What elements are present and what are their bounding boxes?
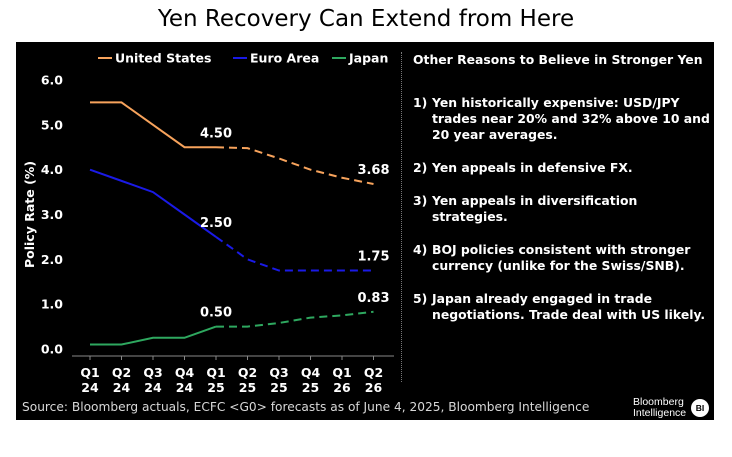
legend-label: United States <box>115 51 211 66</box>
x-tick-label-year: 24 <box>81 380 99 392</box>
panel-divider <box>401 52 402 382</box>
x-tick-label-quarter: Q3 <box>143 365 162 380</box>
x-tick-label-year: 25 <box>239 380 256 392</box>
x-tick-label-quarter: Q1 <box>332 365 351 380</box>
chart-panel: Policy Rate (%) 0.0 1.0 2.0 3.0 4.0 5.0 6.0 Q1 24… <box>16 42 714 420</box>
series-line-forecast <box>216 310 374 328</box>
source-note: Source: Bloomberg actuals, ECFC <G0> for… <box>22 400 590 414</box>
x-tick-label-quarter: Q4 <box>301 365 321 380</box>
y-tick-label: 6.0 <box>41 73 63 88</box>
reason-item: 5) Japan already engaged in trade negoti… <box>413 291 713 323</box>
reason-item: 2) Yen appeals in defensive FX. <box>413 160 713 176</box>
x-tick-label-year: 25 <box>270 380 287 392</box>
y-tick-label: 3.0 <box>41 207 63 222</box>
x-tick-label-year: 24 <box>144 380 162 392</box>
reason-text: Yen historically expensive: USD/JPY trad… <box>432 95 710 142</box>
x-tick-label-year: 25 <box>302 380 319 392</box>
y-tick-label: 0.0 <box>41 342 63 357</box>
x-tick-label-year: 24 <box>113 380 131 392</box>
legend-label: Euro Area <box>250 51 319 66</box>
x-tick-label-quarter: Q2 <box>364 365 383 380</box>
brand-logo: Bloomberg Intelligence <box>633 397 686 419</box>
brand-badge-icon: BI <box>691 399 709 417</box>
reason-text: Yen appeals in defensive FX. <box>432 160 633 175</box>
reason-number: 3) <box>413 193 428 208</box>
data-label: 3.68 <box>357 163 389 178</box>
data-label: 2.50 <box>200 216 232 231</box>
reasons-heading: Other Reasons to Believe in Stronger Yen <box>413 52 703 67</box>
reason-item: 1) Yen historically expensive: USD/JPY t… <box>413 95 713 143</box>
reasons-panel: Other Reasons to Believe in Stronger Yen… <box>413 52 713 340</box>
y-tick-label: 5.0 <box>41 117 63 132</box>
series-line-forecast <box>215 146 374 185</box>
series-line-actual <box>90 325 217 346</box>
policy-rate-chart: Policy Rate (%)0.01.02.03.04.05.06.0Q124… <box>22 51 394 392</box>
x-tick-label-quarter: Q1 <box>206 365 225 380</box>
data-label: 0.50 <box>200 306 232 321</box>
data-label: 0.83 <box>357 291 389 306</box>
x-tick-label-year: 26 <box>333 380 351 392</box>
y-tick-label: 2.0 <box>41 252 63 267</box>
x-tick-label-quarter: Q3 <box>269 365 288 380</box>
reason-number: 4) <box>413 242 428 257</box>
data-label: 1.75 <box>357 250 389 265</box>
reason-number: 5) <box>413 291 428 306</box>
y-tick-label: 4.0 <box>41 162 63 177</box>
data-label: 4.50 <box>200 126 232 141</box>
x-tick-label-year: 26 <box>365 380 383 392</box>
series-line-forecast <box>215 236 374 272</box>
x-tick-label-quarter: Q2 <box>238 365 257 380</box>
y-axis-label: Policy Rate (%) <box>22 161 37 268</box>
series-line-actual <box>90 101 216 149</box>
series-line-actual <box>89 168 217 238</box>
x-tick-label-quarter: Q2 <box>112 365 131 380</box>
x-tick-label-quarter: Q1 <box>80 365 99 380</box>
reason-text: BOJ policies consistent with stronger cu… <box>432 242 691 273</box>
x-tick-label-year: 24 <box>176 380 194 392</box>
reason-text: Japan already engaged in trade negotiati… <box>432 291 706 322</box>
x-tick-label-year: 25 <box>207 380 224 392</box>
legend-label: Japan <box>348 51 388 66</box>
y-tick-label: 1.0 <box>41 297 63 312</box>
x-tick-label-quarter: Q4 <box>175 365 195 380</box>
reason-item: 4) BOJ policies consistent with stronger… <box>413 242 713 274</box>
reason-item: 3) Yen appeals in diversification strate… <box>413 193 713 225</box>
reason-text: Yen appeals in diversification strategie… <box>432 193 638 224</box>
reason-number: 1) <box>413 95 428 110</box>
page-title: Yen Recovery Can Extend from Here <box>157 6 575 32</box>
brand-line: Bloomberg <box>633 396 684 408</box>
brand-line: Intelligence <box>633 407 687 419</box>
reason-number: 2) <box>413 160 428 175</box>
